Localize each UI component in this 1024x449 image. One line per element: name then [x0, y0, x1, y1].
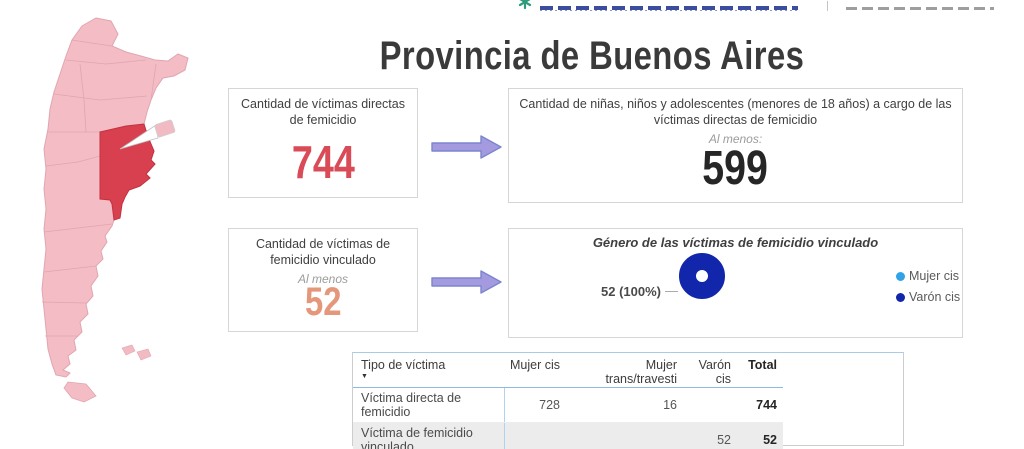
- link-underline: [540, 10, 798, 11]
- card-children-in-charge[interactable]: Cantidad de niñas, niños y adolescentes …: [508, 88, 963, 203]
- donut-legend: Mujer cis Varón cis: [896, 269, 960, 311]
- cell-total: 52: [737, 422, 783, 449]
- table-header-row: Tipo de víctima ▼ Mujer cis Mujer trans/…: [353, 353, 783, 388]
- arrow-right-icon: [431, 135, 502, 159]
- tierra-del-fuego[interactable]: [63, 381, 97, 403]
- cell-mujer-cis: 728: [504, 387, 566, 423]
- card-direct-victims[interactable]: Cantidad de víctimas directas de femicid…: [228, 88, 418, 198]
- page-title: Provincia de Buenos Aires: [379, 34, 805, 78]
- cropped-link-text[interactable]: [540, 6, 798, 10]
- cell-mujer-trans: 16: [566, 387, 683, 423]
- malvinas-islands: [121, 344, 152, 361]
- column-header-mujer-trans[interactable]: Mujer trans/travesti: [566, 353, 683, 388]
- table-row[interactable]: Víctima directa de femicidio 728 16 744: [353, 387, 783, 423]
- donut-data-label: 52 (100%): [601, 284, 661, 299]
- header-divider: [827, 1, 828, 11]
- legend-dot-mujer-cis: [896, 271, 905, 281]
- card-children-label: Cantidad de niñas, niños y adolescentes …: [519, 97, 952, 127]
- cell-mujer-cis: [504, 422, 566, 449]
- caba-region[interactable]: [154, 119, 176, 138]
- legend-dot-varon-cis: [896, 292, 905, 302]
- victims-table-card: Tipo de víctima ▼ Mujer cis Mujer trans/…: [352, 352, 904, 449]
- cropped-caption-text: [846, 7, 994, 10]
- donut-slice-varon-cis[interactable]: [679, 253, 725, 299]
- direct-victims-value: 744: [291, 136, 355, 189]
- column-header-total[interactable]: Total: [737, 353, 783, 388]
- cell-varon-cis: [683, 387, 737, 423]
- cell-varon-cis: 52: [683, 422, 737, 449]
- linked-qualifier: Al menos: [297, 272, 349, 286]
- donut-chart-card[interactable]: Género de las víctimas de femicidio vinc…: [508, 228, 963, 338]
- card-linked-victims-label: Cantidad de víctimas de femicidio vincul…: [255, 237, 391, 267]
- flower-icon: [518, 0, 532, 10]
- donut-leader-line: [665, 291, 678, 292]
- cell-mujer-trans: [566, 422, 683, 449]
- arrow-right-icon: [431, 270, 502, 294]
- row-label: Víctima de femicidio vinculado: [353, 422, 505, 449]
- row-label: Víctima directa de femicidio: [353, 387, 505, 423]
- cell-total: 744: [737, 387, 783, 423]
- argentina-map[interactable]: [8, 4, 220, 444]
- victims-table: Tipo de víctima ▼ Mujer cis Mujer trans/…: [353, 353, 783, 449]
- children-value: 599: [702, 142, 769, 196]
- children-qualifier: Al menos:: [708, 132, 763, 146]
- cropped-header-strip: [0, 0, 1024, 11]
- column-header-varon-cis[interactable]: Varón cis: [683, 353, 737, 388]
- linked-victims-value: 52: [304, 280, 342, 324]
- card-direct-victims-label: Cantidad de víctimas directas de femicid…: [241, 97, 405, 127]
- sort-caret-icon[interactable]: ▼: [361, 373, 368, 380]
- donut-chart-title: Género de las víctimas de femicidio vinc…: [592, 235, 879, 250]
- legend-label: Varón cis: [909, 290, 961, 304]
- legend-item-mujer-cis[interactable]: Mujer cis: [896, 269, 960, 283]
- card-linked-victims[interactable]: Cantidad de víctimas de femicidio vincul…: [228, 228, 418, 332]
- legend-label: Mujer cis: [909, 269, 960, 283]
- column-header-mujer-cis[interactable]: Mujer cis: [504, 353, 566, 388]
- province-borders: [41, 39, 157, 337]
- table-row[interactable]: Víctima de femicidio vinculado 52 52: [353, 422, 783, 449]
- column-header-tipo[interactable]: Tipo de víctima ▼: [353, 353, 504, 388]
- legend-item-varon-cis[interactable]: Varón cis: [896, 290, 960, 304]
